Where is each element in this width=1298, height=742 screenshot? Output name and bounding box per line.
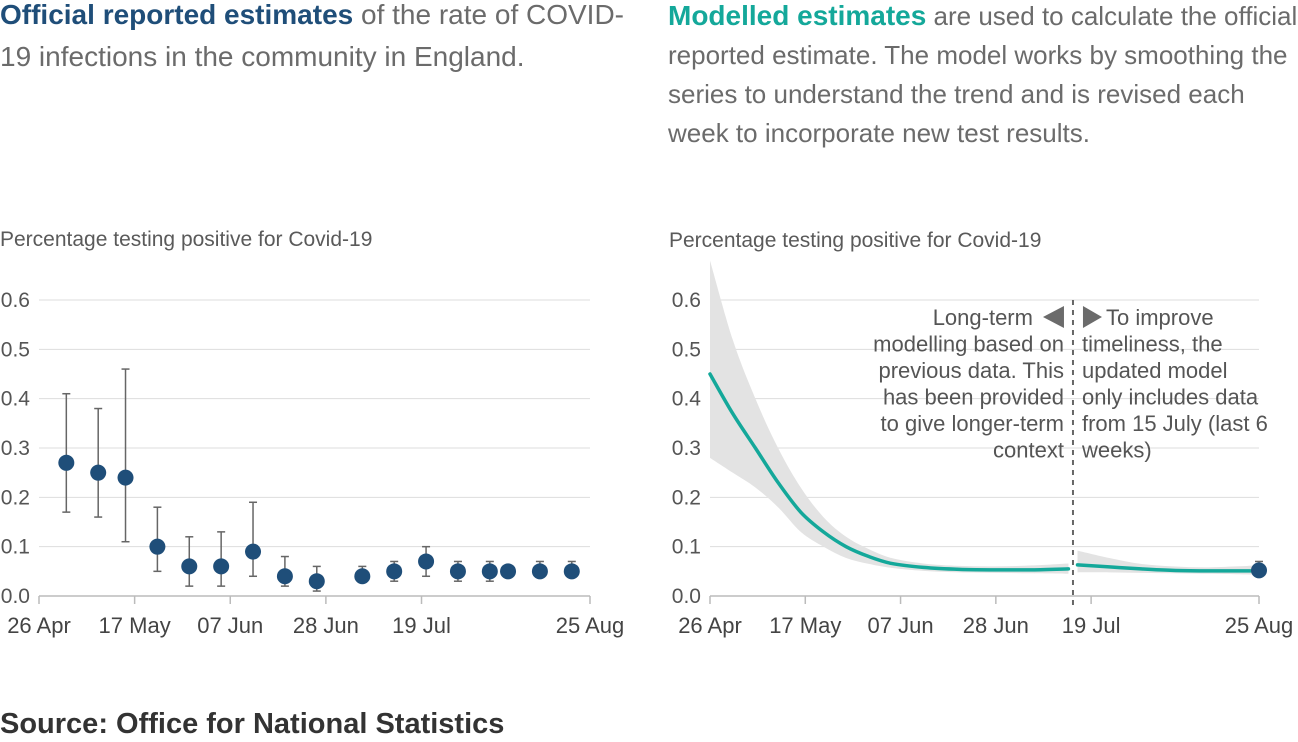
left-chart-point: [449, 563, 466, 580]
right-chart-xtick-label: 26 Apr: [678, 613, 742, 638]
left-heading-text: of the rate of COVID-19 infections in th…: [0, 0, 625, 72]
left-chart-xtick-label: 19 Jul: [392, 613, 451, 638]
left-chart-ytick-label: 0.4: [1, 388, 31, 411]
left-chart-xtick-label: 26 Apr: [7, 613, 71, 638]
left-chart-point: [500, 563, 517, 580]
right-chart-ytick-label: 0.5: [672, 338, 701, 361]
right-chart-ytick-label: 0.1: [672, 536, 701, 559]
left-chart-point: [245, 543, 262, 560]
left-chart-point: [481, 563, 498, 580]
left-chart-point: [117, 469, 134, 486]
updated-model-line: [1075, 563, 1261, 573]
left-chart-ytick-label: 0.6: [1, 289, 30, 312]
left-chart-ylabel: Percentage testing positive for Covid-19: [0, 228, 373, 251]
left-chart-ytick-label: 0.2: [1, 486, 30, 509]
annotation-right-line: updated model: [1082, 358, 1228, 383]
right-chart-ytick-label: 0.3: [672, 437, 701, 460]
left-heading: Official reported estimates of the rate …: [0, 0, 640, 78]
left-chart-xtick-label: 07 Jun: [197, 613, 263, 638]
right-chart-xtick-label: 25 Aug: [1225, 613, 1294, 638]
left-chart-point: [531, 563, 548, 580]
left-chart-point: [58, 454, 75, 471]
left-chart-point: [308, 573, 325, 590]
left-chart-ytick-label: 0.0: [1, 585, 30, 608]
left-chart-point: [354, 568, 371, 585]
left-chart-ytick-label: 0.1: [1, 536, 30, 559]
left-chart-point: [90, 464, 107, 481]
right-chart-xtick-label: 07 Jun: [868, 613, 934, 638]
annotation-right-line: timeliness, the: [1082, 332, 1223, 357]
left-chart-point: [563, 563, 580, 580]
right-chart-xtick-label: 19 Jul: [1062, 613, 1121, 638]
annotation-right-line: from 15 July (last 6: [1082, 411, 1268, 436]
right-heading-text: are used to calculate the official repor…: [668, 1, 1298, 148]
annotation-right-line: only includes data: [1082, 385, 1259, 410]
annotation-left-line: has been provided: [883, 385, 1064, 410]
arrow-right-icon: [1082, 306, 1102, 328]
left-chart-xtick-label: 28 Jun: [293, 613, 359, 638]
right-heading: Modelled estimates are used to calculate…: [668, 0, 1298, 153]
left-heading-highlight: Official reported estimates: [0, 0, 354, 30]
arrow-left-icon: [1042, 306, 1064, 328]
long-term-uncertainty-band: [710, 260, 1069, 574]
source-note: Source: Office for National Statistics: [0, 708, 505, 740]
left-chart-ytick-label: 0.3: [1, 437, 30, 460]
left-chart-point: [181, 558, 198, 575]
annotation-left-line: Long-term: [933, 305, 1033, 330]
right-chart-point: [1251, 562, 1267, 579]
left-chart-point: [418, 553, 435, 570]
annotation-left-line: to give longer-term: [881, 411, 1064, 436]
right-chart-xtick-label: 28 Jun: [963, 613, 1029, 638]
left-chart-point: [276, 568, 293, 585]
annotation-left-line: previous data. This: [878, 358, 1063, 383]
annotation-left-line: context: [993, 438, 1064, 463]
annotation-left-line: modelling based on: [873, 332, 1064, 357]
annotation-right-line: To improve: [1106, 305, 1214, 330]
annotation-right-line: weeks): [1081, 438, 1152, 463]
right-chart-ylabel: Percentage testing positive for Covid-19: [669, 229, 1042, 252]
right-chart-ytick-label: 0.0: [672, 585, 701, 608]
right-heading-highlight: Modelled estimates: [668, 0, 927, 31]
left-chart-xtick-label: 25 Aug: [556, 613, 625, 638]
right-chart-xtick-label: 17 May: [769, 613, 841, 638]
left-chart-point: [386, 563, 403, 580]
long-term-line: [708, 372, 1071, 572]
left-chart-point: [213, 558, 230, 575]
right-chart-ytick-label: 0.4: [672, 388, 702, 411]
left-chart-ytick-label: 0.5: [1, 338, 30, 361]
right-chart-ytick-label: 0.6: [672, 289, 701, 312]
left-chart-xtick-label: 17 May: [99, 613, 171, 638]
right-chart-ytick-label: 0.2: [672, 486, 701, 509]
left-chart-point: [149, 538, 166, 555]
